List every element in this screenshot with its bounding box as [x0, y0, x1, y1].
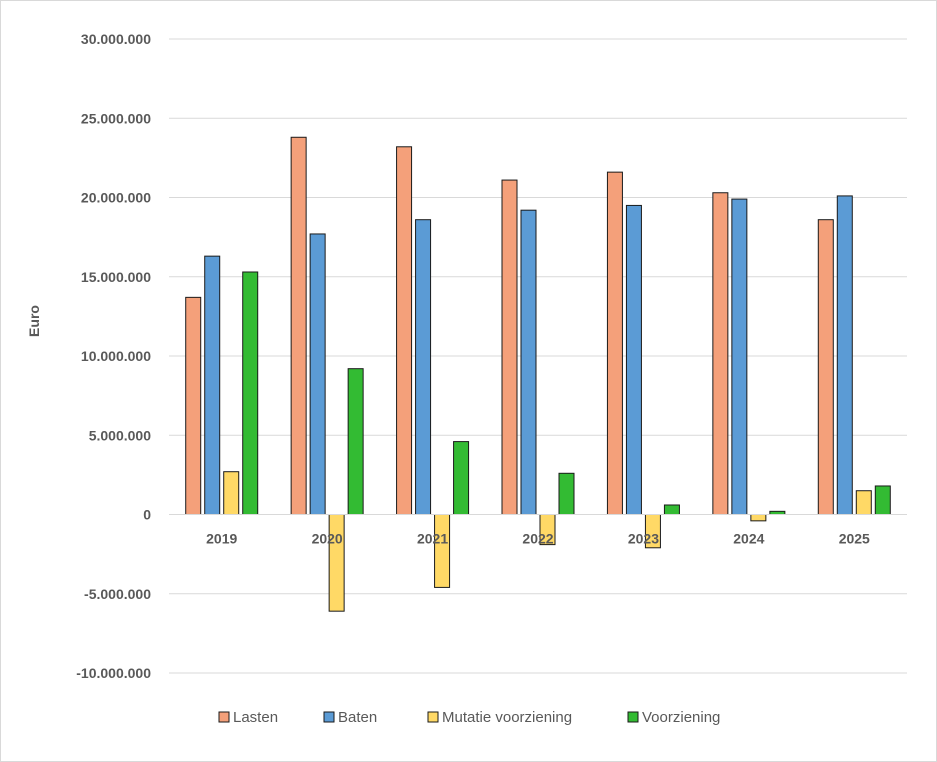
bar-baten-2022: [520, 209, 537, 515]
legend-label: Baten: [338, 709, 377, 726]
bar-lasten-2022: [501, 179, 518, 515]
y-tick-label: 30.000.000: [81, 31, 151, 47]
y-axis-label: Euro: [26, 305, 42, 337]
bar-voorziening-2021: [453, 441, 470, 515]
legend-swatch-mutatie-voorziening: [427, 711, 439, 723]
y-tick-label: 10.000.000: [81, 348, 151, 364]
bar-lasten-2019: [185, 296, 202, 516]
x-tick-label: 2022: [522, 531, 553, 547]
y-tick-label: 20.000.000: [81, 190, 151, 206]
bar-baten-2021: [415, 219, 432, 515]
legend-label: Lasten: [233, 709, 278, 726]
bar-mutatie-voorziening-2020: [328, 514, 345, 612]
bar-baten-2025: [836, 195, 853, 515]
y-tick-label: -5.000.000: [84, 586, 151, 602]
bar-mutatie-voorziening-2021: [434, 514, 451, 588]
y-tick-label: -10.000.000: [76, 665, 151, 681]
legend-label: Mutatie voorziening: [442, 709, 572, 726]
x-tick-label: 2019: [206, 531, 237, 547]
x-tick-label: 2023: [628, 531, 659, 547]
bar-lasten-2024: [712, 192, 729, 515]
bar-lasten-2023: [606, 171, 623, 515]
bar-voorziening-2019: [242, 271, 259, 515]
legend-swatch-lasten: [218, 711, 230, 723]
bar-baten-2024: [731, 198, 748, 516]
bar-baten-2020: [309, 233, 326, 516]
bar-mutatie-voorziening-2024: [750, 514, 767, 522]
legend: Lasten Baten Mutatie voorziening Voorzienin…: [218, 709, 720, 726]
y-tick-label: 15.000.000: [81, 269, 151, 285]
bar-lasten-2025: [817, 219, 834, 515]
legend-label: Voorziening: [642, 709, 720, 726]
x-tick-label: 2021: [417, 531, 448, 547]
legend-swatch-voorziening: [627, 711, 639, 723]
bar-mutatie-voorziening-2019: [223, 471, 240, 515]
bar-voorziening-2023: [663, 504, 680, 515]
bar-voorziening-2025: [874, 485, 891, 516]
bar-baten-2019: [204, 255, 221, 516]
y-tick-label: 5.000.000: [89, 427, 151, 443]
bar-lasten-2021: [396, 146, 413, 515]
y-tick-label: 0: [143, 507, 151, 523]
bar-baten-2023: [625, 204, 642, 516]
x-tick-label: 2020: [312, 531, 343, 547]
bar-lasten-2020: [290, 136, 307, 516]
x-tick-label: 2025: [839, 531, 870, 547]
bar-voorziening-2022: [558, 472, 575, 516]
gridlines: [169, 38, 907, 674]
y-axis-ticks: -10.000.000 -5.000.000 0 5.000.000 10.000.00…: [76, 31, 151, 681]
x-tick-label: 2024: [733, 531, 764, 547]
y-tick-label: 25.000.000: [81, 110, 151, 126]
bar-mutatie-voorziening-2025: [855, 490, 872, 516]
x-axis-ticks: 2019 2020 2021 2022 2023 2024 2025: [206, 531, 870, 547]
bar-voorziening-2020: [347, 368, 364, 515]
legend-swatch-baten: [323, 711, 335, 723]
